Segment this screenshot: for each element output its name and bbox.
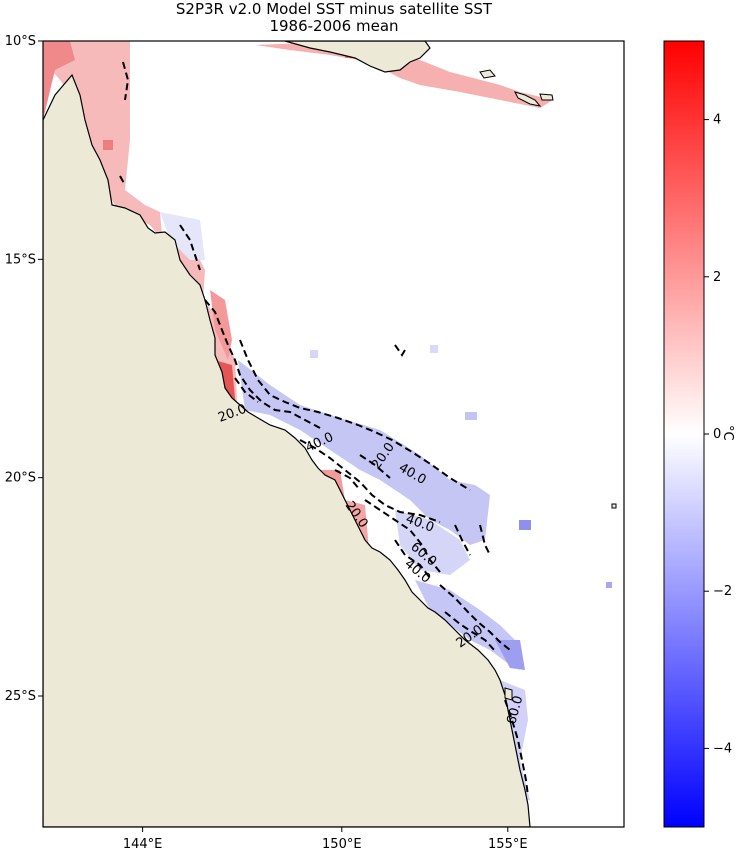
lat-tick-label: 20°S xyxy=(5,471,36,486)
map-subtitle: 1986-2006 mean xyxy=(269,17,399,35)
colorbar-tick-label: 4 xyxy=(713,113,721,128)
lat-tick-label: 10°S xyxy=(5,34,36,49)
latitude-axis: 10°S 15°S 20°S 25°S xyxy=(5,34,43,704)
lat-tick-label: 25°S xyxy=(5,689,36,704)
lon-tick-label: 155°E xyxy=(488,837,528,850)
islands xyxy=(479,69,617,701)
longitude-axis: 144°E 150°E 155°E xyxy=(123,827,528,850)
colorbar xyxy=(663,40,705,828)
new-guinea-landmass xyxy=(284,41,431,73)
contour-label: 60.0 xyxy=(504,694,526,726)
lon-tick-label: 144°E xyxy=(123,837,163,850)
colorbar-tick-label: 2 xyxy=(713,270,721,285)
map-title: S2P3R v2.0 Model SST minus satellite SST xyxy=(175,0,493,18)
lat-tick-label: 15°S xyxy=(5,252,36,267)
map-frame xyxy=(42,40,625,828)
australia-landmass xyxy=(43,73,531,827)
map-plot-area: 20.0 40.0 20.0 40.0 40.0 20.0 60.0 40.0 … xyxy=(43,41,624,827)
colorbar-tick-label: 0 xyxy=(713,427,721,442)
colorbar-ticks: 4 2 0 −2 −4 xyxy=(704,113,732,756)
sst-anomaly-negative xyxy=(160,212,612,802)
colorbar-tick-label: −4 xyxy=(713,741,732,756)
colorbar-tick-label: −2 xyxy=(713,584,732,599)
colorbar-unit-label: °C xyxy=(720,425,735,441)
bathymetry-contours xyxy=(119,61,529,797)
lon-tick-label: 150°E xyxy=(322,837,362,850)
